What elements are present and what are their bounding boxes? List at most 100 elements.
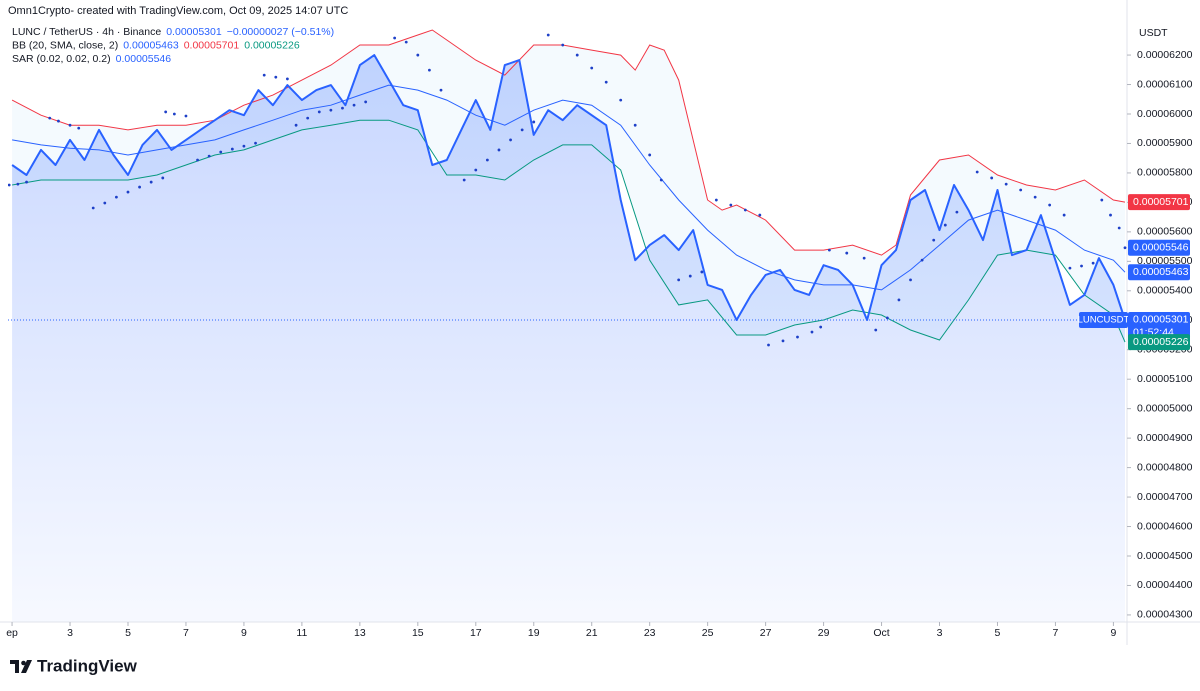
x-tick-label: 25 xyxy=(702,627,714,639)
sar-dot xyxy=(633,123,637,127)
sar-dot xyxy=(172,112,176,116)
sar-dot xyxy=(897,298,901,302)
x-tick-label: 23 xyxy=(644,627,656,639)
sar-dot xyxy=(196,158,199,162)
y-tick-label: 0.00006000 xyxy=(1137,108,1193,120)
sar-dot xyxy=(1123,246,1127,250)
sar-dot xyxy=(1109,213,1112,217)
sar-dot xyxy=(474,168,478,172)
sar-dot xyxy=(604,80,608,84)
sar-dot xyxy=(329,108,333,112)
sar-dot xyxy=(114,195,118,199)
legend-value: 0.00005463 xyxy=(123,39,179,51)
sar-dot xyxy=(393,36,397,40)
sar-dot xyxy=(955,210,959,214)
sar-dot xyxy=(1100,198,1104,202)
sar-dot xyxy=(688,274,692,278)
sar-dot xyxy=(138,185,141,189)
sar-dot xyxy=(648,153,652,157)
price-tag xyxy=(1128,334,1190,351)
sar-dot xyxy=(161,176,165,180)
sar-dot xyxy=(1048,203,1052,207)
legend-value: −0.00000027 (−0.51%) xyxy=(227,26,334,38)
sar-dot xyxy=(164,110,168,114)
y-tick-label: 0.00004600 xyxy=(1137,520,1193,532)
sar-dot xyxy=(561,43,565,47)
legend-value: 0.00005226 xyxy=(244,39,300,51)
sar-dot xyxy=(796,335,799,339)
x-tick-label: 27 xyxy=(760,627,772,639)
legend-label: LUNC / TetherUS · 4h · Binance xyxy=(12,26,161,38)
sar-dot xyxy=(207,154,211,158)
sar-dot xyxy=(1004,182,1008,186)
x-tick-label: Oct xyxy=(873,627,889,639)
y-tick-label: 0.00004300 xyxy=(1137,609,1193,621)
sar-dot xyxy=(254,141,257,145)
sar-dot xyxy=(810,330,814,334)
sar-dot xyxy=(274,75,278,79)
price-area xyxy=(12,55,1125,622)
y-tick-label: 0.00005100 xyxy=(1137,373,1193,385)
x-tick-label: 5 xyxy=(125,627,131,639)
plot-area xyxy=(8,29,1127,622)
legend-row: LUNC / TetherUS · 4h · Binance 0.00005301… xyxy=(12,26,334,38)
legend-label: SAR (0.02, 0.02, 0.2) xyxy=(12,53,111,65)
sar-dot xyxy=(532,120,536,124)
x-tick-label: 9 xyxy=(241,627,247,639)
sar-dot xyxy=(439,88,443,92)
sar-dot xyxy=(729,203,733,207)
sar-dot xyxy=(416,53,420,57)
sar-dot xyxy=(77,126,81,130)
bb-basis-line xyxy=(12,84,1126,291)
sar-dot xyxy=(845,251,849,255)
x-tick-label: 13 xyxy=(354,627,366,639)
sar-dot xyxy=(700,270,704,274)
symbol-tag-label: LUNCUSDT xyxy=(1078,314,1130,325)
sar-dot xyxy=(1080,264,1083,268)
sar-dot xyxy=(48,116,52,120)
price-tag xyxy=(1128,194,1190,211)
sar-dot xyxy=(827,248,831,252)
legend-value: 0.00005701 xyxy=(184,39,240,51)
sar-dot xyxy=(1019,188,1023,192)
sar-dot xyxy=(149,180,153,184)
sar-dot xyxy=(1091,261,1095,265)
x-tick-label: 5 xyxy=(995,627,1001,639)
sar-dot xyxy=(68,123,72,127)
sar-dot xyxy=(16,182,20,186)
price-tag-label: 0.00005546 xyxy=(1133,242,1189,254)
sar-dot xyxy=(485,158,489,162)
sar-dot xyxy=(909,278,912,282)
x-tick-label: 19 xyxy=(528,627,540,639)
y-tick-label: 0.00004900 xyxy=(1137,432,1193,444)
sar-dot xyxy=(509,138,512,142)
sar-dot xyxy=(242,144,246,148)
y-tick-label: 0.00005400 xyxy=(1137,285,1193,297)
sar-dot xyxy=(990,176,994,180)
sar-dot xyxy=(575,53,579,57)
sar-dot xyxy=(743,208,747,212)
sar-dot xyxy=(497,148,501,152)
sar-dot xyxy=(25,180,28,184)
x-tick-label: 15 xyxy=(412,627,424,639)
price-line xyxy=(11,54,1126,321)
sar-dot xyxy=(590,66,594,70)
sar-dot xyxy=(103,201,107,205)
y-tick-label: 0.00004700 xyxy=(1137,491,1193,503)
x-tick-label: 21 xyxy=(586,627,598,639)
legend-value: 0.00005546 xyxy=(116,53,172,65)
legend-value: 0.00005301 xyxy=(166,26,222,38)
sar-dot xyxy=(1033,195,1037,199)
x-tick-label: 7 xyxy=(183,627,189,639)
sar-dot xyxy=(714,198,718,202)
sar-dot xyxy=(781,339,785,343)
sar-dot xyxy=(230,147,234,151)
y-tick-label: 0.00005000 xyxy=(1137,402,1193,414)
sar-dot xyxy=(819,325,823,329)
sar-dot xyxy=(8,183,11,187)
brand-logo xyxy=(10,660,32,673)
price-tag xyxy=(1128,239,1190,256)
sar-dot xyxy=(184,114,188,118)
sar-dot xyxy=(520,128,524,132)
